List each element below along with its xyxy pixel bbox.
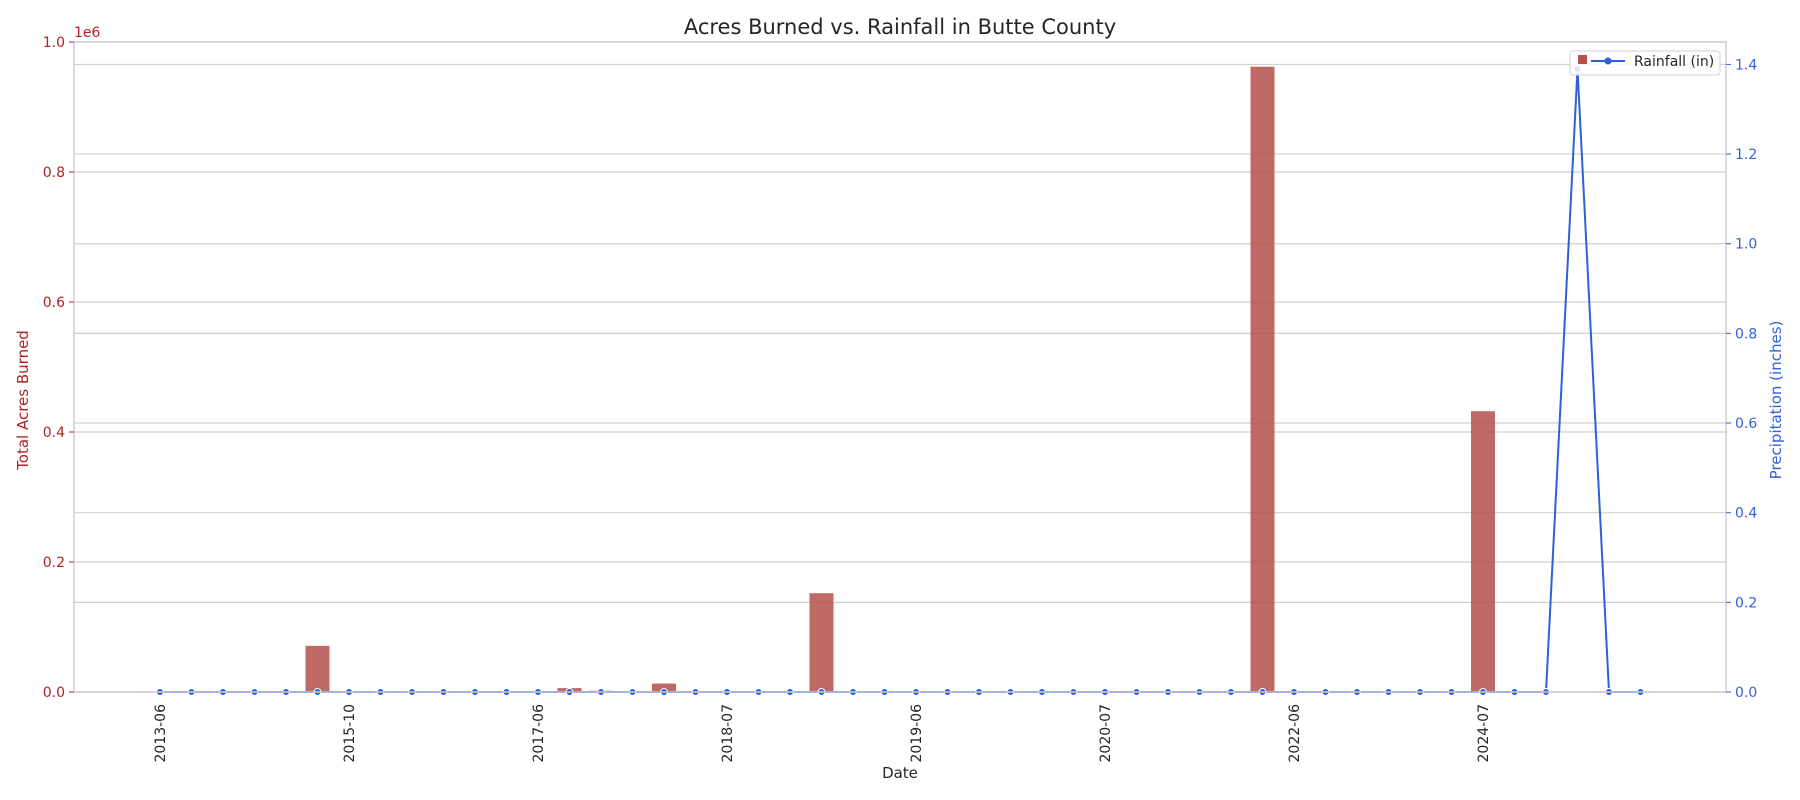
right-gridlines — [74, 63, 1726, 693]
left-axis-offset-text: 1e6 — [74, 25, 101, 41]
legend-marker — [1604, 57, 1612, 65]
bar — [652, 683, 676, 692]
right-tick-label: 1.0 — [1735, 237, 1757, 253]
left-axis-label: Total Acres Burned — [14, 330, 32, 471]
left-tick-label: 0.8 — [43, 165, 65, 181]
right-tick-label: 0.6 — [1735, 416, 1757, 432]
legend: Rainfall (in) — [1569, 50, 1721, 76]
right-axis-label: Precipitation (inches) — [1767, 321, 1785, 480]
left-axis-ticks: 0.0 0.2 0.4 0.6 0.8 1.0 — [43, 35, 74, 701]
chart-title: Acres Burned vs. Rainfall in Butte Count… — [684, 15, 1116, 39]
right-tick-label: 0.8 — [1735, 326, 1757, 342]
x-tick-label: 2017-06 — [531, 704, 547, 763]
bar — [1471, 411, 1495, 692]
x-tick-label: 2013-06 — [153, 704, 169, 763]
x-axis-label: Date — [882, 764, 918, 782]
x-tick-label: 2022-06 — [1287, 704, 1303, 763]
x-tick-label: 2020-07 — [1098, 704, 1114, 763]
x-tick-label: 2018-07 — [720, 704, 736, 763]
plot-frame — [73, 41, 1727, 693]
left-tick-label: 1.0 — [43, 35, 65, 51]
x-tick-label: 2019-06 — [909, 704, 925, 763]
right-axis-ticks: 0.0 0.2 0.4 0.6 0.8 1.0 1.2 1.4 — [1726, 57, 1757, 701]
right-tick-label: 1.2 — [1735, 147, 1757, 163]
left-tick-label: 0.6 — [43, 295, 65, 311]
right-tick-label: 0.2 — [1735, 595, 1757, 611]
x-tick-label: 2024-07 — [1476, 704, 1492, 763]
right-tick-label: 0.0 — [1735, 685, 1757, 701]
x-tick-label: 2015-10 — [342, 704, 358, 763]
legend-bar-swatch — [1578, 55, 1587, 64]
bar — [1250, 66, 1275, 692]
bar-series-acres — [305, 66, 1495, 692]
bar — [809, 593, 834, 692]
left-tick-label: 0.4 — [43, 425, 65, 441]
legend-box — [1569, 50, 1721, 76]
left-tick-label: 0.0 — [43, 685, 65, 701]
right-tick-label: 1.4 — [1735, 57, 1757, 73]
bar — [305, 645, 330, 692]
legend-entry-rainfall: Rainfall (in) — [1634, 54, 1714, 70]
left-tick-label: 0.2 — [43, 555, 65, 571]
right-tick-label: 0.4 — [1735, 506, 1757, 522]
x-axis-ticks: 2013-06 2015-10 2017-06 2018-07 2019-06 2020-… — [153, 704, 1492, 763]
